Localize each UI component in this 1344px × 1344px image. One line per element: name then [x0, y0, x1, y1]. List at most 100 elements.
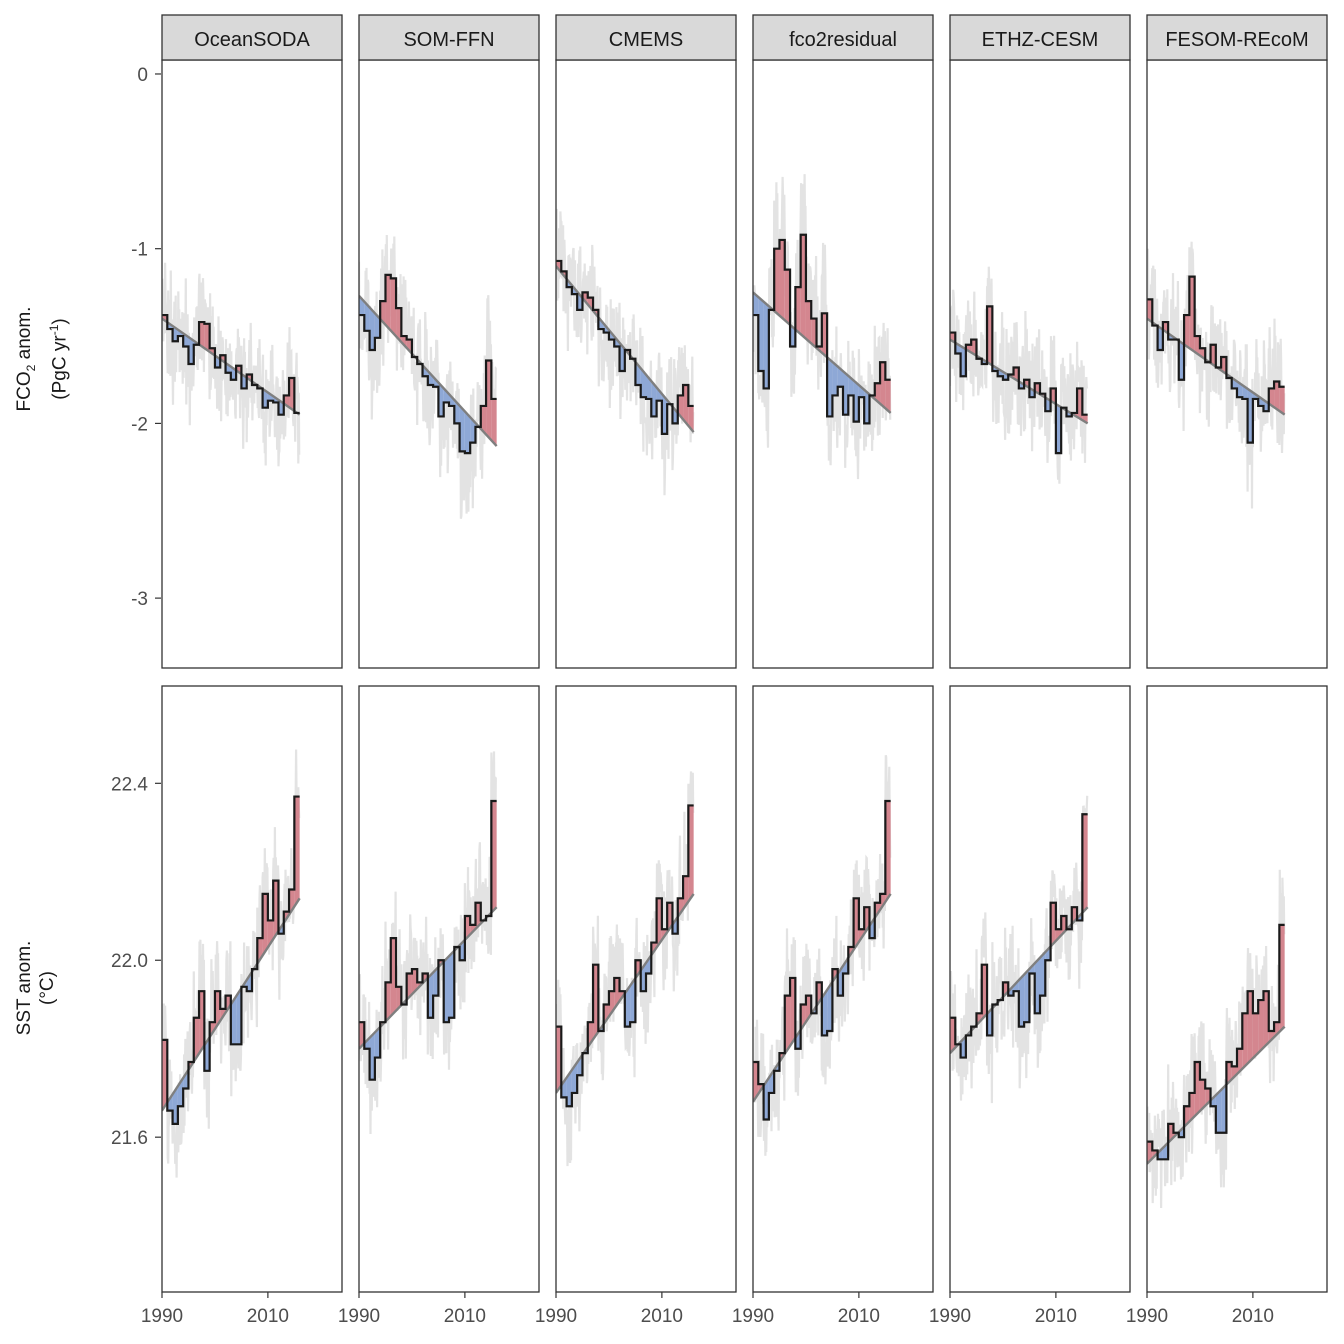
anomaly-fill [262, 388, 268, 408]
anomaly-fill [885, 379, 891, 413]
monthly-series-line [556, 771, 695, 1167]
anomaly-fill [784, 269, 791, 325]
annual-step-line [556, 804, 694, 1108]
anomaly-fill [1252, 1013, 1259, 1059]
anomaly-fill [688, 805, 694, 902]
anomaly-fill [449, 950, 455, 1018]
x-tick-label: 2010 [838, 1306, 880, 1327]
anomaly-fill [672, 916, 678, 934]
anomaly-fill [385, 982, 391, 1022]
annual-step-line [950, 813, 1088, 1059]
anomaly-fill [1247, 388, 1253, 443]
anomaly-fill [1279, 386, 1285, 415]
anomaly-fill [853, 380, 859, 422]
anomaly-fill [1082, 814, 1088, 913]
trend-line [950, 906, 1089, 1054]
y-tick-label: -3 [131, 589, 148, 610]
anomaly-fill [790, 977, 796, 1046]
panel-border [752, 59, 934, 669]
facet-strip-label: FESOM-REcoM [1165, 29, 1308, 51]
annual-step-line [1147, 275, 1285, 444]
anomaly-fill [1279, 924, 1285, 1032]
anomaly-fill [214, 991, 221, 1029]
anomaly-fill [1040, 952, 1046, 996]
x-tick-label: 1990 [141, 1306, 183, 1327]
anomaly-fill [1050, 902, 1056, 947]
x-tick-label: 1990 [1126, 1306, 1168, 1327]
anomaly-fill [821, 313, 828, 358]
monthly-series-line [359, 751, 497, 1135]
anomaly-fill [795, 287, 801, 335]
monthly-series-line [162, 262, 301, 467]
panel-sst-fesom-recom: 1990 2010 [1126, 685, 1328, 1327]
trend-line [359, 295, 498, 447]
anomaly-fill [624, 985, 631, 1027]
anomaly-fill [193, 1017, 200, 1062]
anomaly-fill [1268, 388, 1275, 408]
anomaly-fill [464, 916, 471, 940]
anomaly-fill [960, 345, 966, 377]
anomaly-fill [561, 1077, 567, 1098]
anomaly-fill [768, 1069, 775, 1093]
anomaly-fill [172, 1086, 178, 1124]
anomaly-fill [784, 995, 791, 1054]
anomaly-fill [853, 898, 859, 950]
panel-border [949, 685, 1131, 1293]
panel-border [1146, 685, 1328, 1293]
anomaly-fill [1263, 991, 1269, 1048]
anomaly-fill [593, 964, 599, 1040]
x-tick-label: 1990 [929, 1306, 971, 1327]
panel-sst-fco2residual: 1990 2010 [732, 685, 934, 1327]
anomaly-fill [1045, 946, 1051, 961]
anomaly-fill [646, 955, 652, 974]
anomaly-fill [619, 342, 625, 371]
anomaly-fill [1194, 336, 1200, 356]
anomaly-fill [486, 360, 492, 441]
anomaly-fill [874, 383, 881, 404]
anomaly-fill [475, 902, 481, 929]
x-tick-label: 2010 [641, 1306, 683, 1327]
anomaly-fill [763, 1077, 769, 1120]
anomaly-fill [763, 301, 769, 389]
anomaly-fill [1194, 1061, 1200, 1117]
anomaly-fill [1247, 991, 1253, 1064]
anomaly-fill [491, 801, 497, 913]
anomaly-fill [1157, 325, 1163, 351]
anomaly-fill [858, 385, 865, 398]
anomaly-fill [630, 978, 636, 1023]
anomaly-fill [294, 796, 300, 907]
x-tick-label: 2010 [1035, 1306, 1077, 1327]
anomaly-fill [199, 991, 205, 1054]
anomaly-fill [811, 318, 817, 349]
anomaly-fill [1189, 276, 1195, 352]
anomaly-fill [385, 274, 391, 331]
anomaly-fill [374, 313, 381, 338]
anomaly-fill [427, 370, 434, 385]
x-tick-label: 2010 [247, 1306, 289, 1327]
y-tick-label: 21.6 [111, 1128, 148, 1149]
anomaly-fill [1274, 381, 1280, 411]
anomaly-fill [577, 291, 583, 310]
y-axis-label-fco2: FCO2 anom. (PgC yr-1) [14, 306, 71, 412]
anomaly-fill [683, 876, 689, 910]
annual-step-line [359, 799, 497, 1081]
monthly-series-line [556, 208, 695, 496]
anomaly-fill [1055, 404, 1062, 454]
anomaly-fill [443, 388, 449, 403]
anomaly-fill [843, 371, 849, 415]
anomaly-fill [480, 405, 487, 435]
monthly-series-line [359, 234, 497, 519]
anomaly-fill [805, 301, 812, 344]
anomaly-fill [390, 278, 397, 337]
anomaly-fill [359, 1022, 365, 1049]
panel-fco2-fco2residual: fco2residual [752, 14, 934, 669]
anomaly-fill [396, 986, 402, 1011]
anomaly-fill [406, 339, 412, 354]
anomaly-fill [1231, 1066, 1237, 1080]
anomaly-fill [225, 362, 231, 373]
anomaly-fill [758, 297, 764, 371]
anomaly-fill [981, 964, 988, 1020]
anomaly-fill [774, 248, 780, 316]
x-tick-label: 2010 [444, 1306, 486, 1327]
y-tick-label: 22.4 [111, 774, 148, 795]
